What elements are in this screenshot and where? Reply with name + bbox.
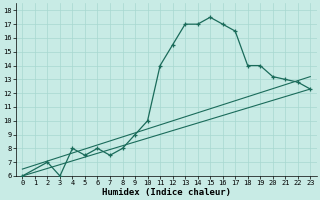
X-axis label: Humidex (Indice chaleur): Humidex (Indice chaleur) bbox=[102, 188, 231, 197]
